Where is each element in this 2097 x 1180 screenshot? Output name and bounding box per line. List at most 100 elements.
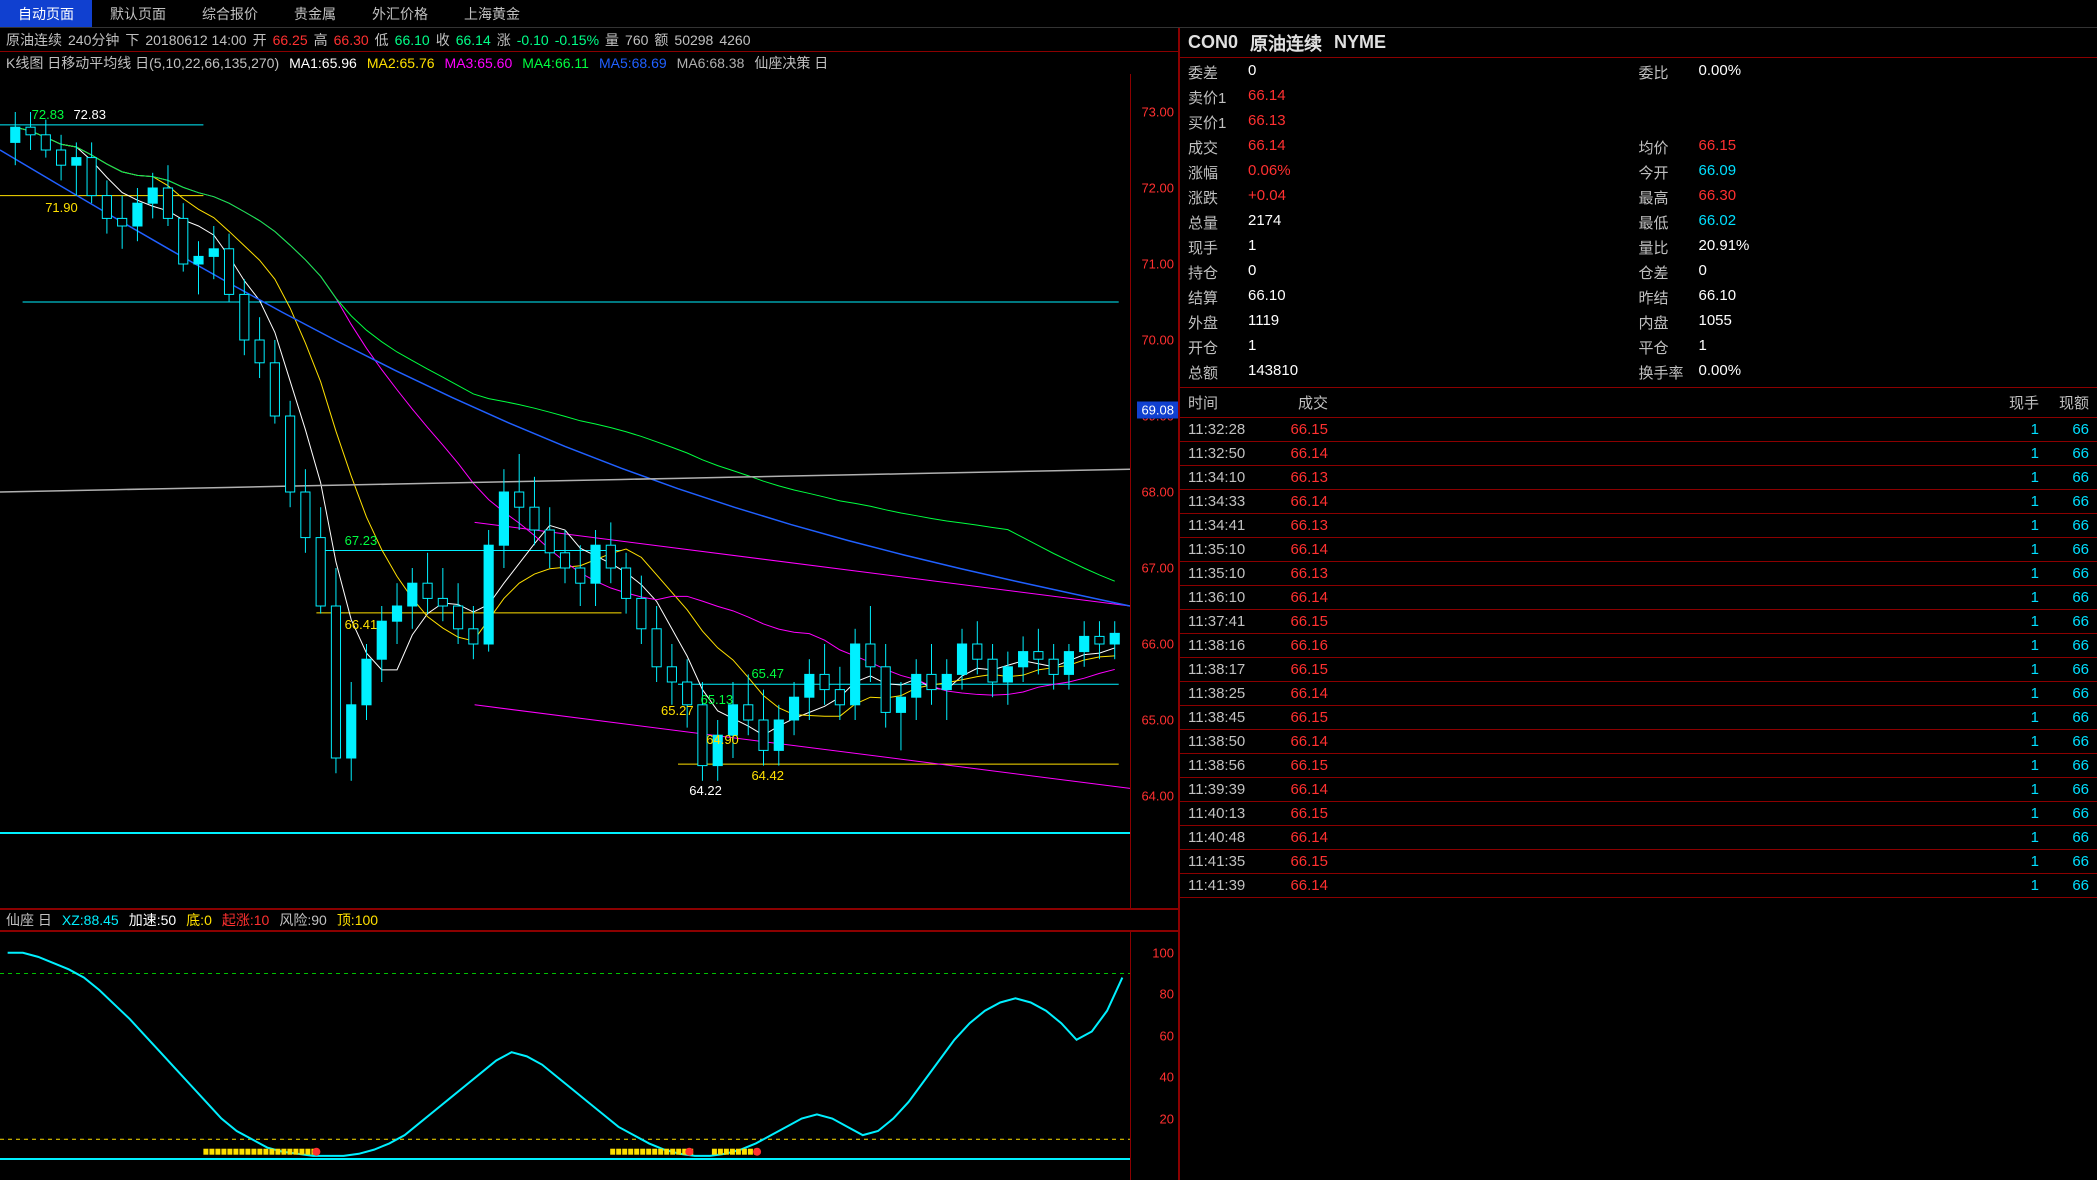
extra-value: 4260 xyxy=(719,32,750,48)
datetime: 20180612 14:00 xyxy=(145,32,246,48)
quote-value: 0.06% xyxy=(1248,162,1639,183)
open-label: 开 xyxy=(253,30,267,50)
quote-value: 66.09 xyxy=(1699,162,2090,183)
tab-2[interactable]: 综合报价 xyxy=(184,0,276,27)
quote-label: 量比 xyxy=(1639,237,1699,258)
tick-row: 11:35:1066.14166 xyxy=(1180,538,2097,562)
quote-label: 卖价1 xyxy=(1188,87,1248,108)
ma6-value: MA6:68.38 xyxy=(677,55,745,71)
amt-label: 额 xyxy=(654,30,668,50)
quote-label: 今开 xyxy=(1639,162,1699,183)
tab-5[interactable]: 上海黄金 xyxy=(446,0,538,27)
quote-value xyxy=(1699,87,2090,108)
quote-value: 1 xyxy=(1699,337,2090,358)
quote-label: 最低 xyxy=(1639,212,1699,233)
quote-label: 总量 xyxy=(1188,212,1248,233)
sub-tick: 60 xyxy=(1160,1028,1174,1043)
sub-chart[interactable] xyxy=(0,932,1130,1180)
ma-extra: 仙座决策 日 xyxy=(754,53,828,73)
ma-indicator-bar: K线图 日移动平均线 日(5,10,22,66,135,270) MA1:65.… xyxy=(0,52,1178,74)
sub-axis: 10080604020 xyxy=(1130,932,1178,1180)
acc-value: 加速:50 xyxy=(129,910,176,930)
tick-row: 11:40:1366.15166 xyxy=(1180,802,2097,826)
symbol-code: CON0 xyxy=(1188,32,1238,53)
tick-row: 11:36:1066.14166 xyxy=(1180,586,2097,610)
close-value: 66.14 xyxy=(456,32,491,48)
symbol-name: 原油连续 xyxy=(6,30,62,50)
high-value: 66.30 xyxy=(334,32,369,48)
main-chart[interactable]: 72.8372.8371.9067.2366.4165.2765.1364.90… xyxy=(0,74,1130,908)
price-tick: 72.00 xyxy=(1141,181,1174,196)
tick-hdr-price: 成交 xyxy=(1268,392,1328,413)
quote-value: 66.10 xyxy=(1248,287,1639,308)
tick-row: 11:34:1066.13166 xyxy=(1180,466,2097,490)
tick-hdr-vol: 现手 xyxy=(1328,392,2039,413)
quote-value: 66.02 xyxy=(1699,212,2090,233)
bottom-value: 底:0 xyxy=(186,910,212,930)
top-tabs: 自动页面默认页面综合报价贵金属外汇价格上海黄金 xyxy=(0,0,2097,28)
quote-label xyxy=(1639,112,1699,133)
tick-row: 11:32:5066.14166 xyxy=(1180,442,2097,466)
tab-4[interactable]: 外汇价格 xyxy=(354,0,446,27)
quote-value xyxy=(1699,112,2090,133)
quote-label: 平仓 xyxy=(1639,337,1699,358)
symbol-full-name: 原油连续 xyxy=(1250,30,1322,56)
close-label: 收 xyxy=(436,30,450,50)
quote-value: 66.14 xyxy=(1248,137,1639,158)
vol-label: 量 xyxy=(605,30,619,50)
quote-value: 1 xyxy=(1248,237,1639,258)
sub-tick: 100 xyxy=(1152,945,1174,960)
price-tick: 65.00 xyxy=(1141,713,1174,728)
ma1-value: MA1:65.96 xyxy=(289,55,357,71)
quote-value: 66.30 xyxy=(1699,187,2090,208)
price-tick: 66.00 xyxy=(1141,637,1174,652)
exchange: NYME xyxy=(1334,32,1386,53)
open-value: 66.25 xyxy=(273,32,308,48)
quote-label: 总额 xyxy=(1188,362,1248,383)
quote-label xyxy=(1639,87,1699,108)
direction: 下 xyxy=(125,30,139,50)
quote-value: 66.10 xyxy=(1699,287,2090,308)
tick-row: 11:38:4566.15166 xyxy=(1180,706,2097,730)
quote-value: 66.15 xyxy=(1699,137,2090,158)
quote-label: 开仓 xyxy=(1188,337,1248,358)
tick-row: 11:38:5066.14166 xyxy=(1180,730,2097,754)
low-value: 66.10 xyxy=(395,32,430,48)
quote-label: 昨结 xyxy=(1639,287,1699,308)
quote-value: 0 xyxy=(1248,262,1639,283)
tab-3[interactable]: 贵金属 xyxy=(276,0,354,27)
tick-row: 11:41:3966.14166 xyxy=(1180,874,2097,898)
low-label: 低 xyxy=(375,30,389,50)
symbol-info-bar: 原油连续 240分钟 下 20180612 14:00 开66.25 高66.3… xyxy=(0,28,1178,52)
quote-value: 66.14 xyxy=(1248,87,1639,108)
price-tick: 73.00 xyxy=(1141,105,1174,120)
quote-label: 内盘 xyxy=(1639,312,1699,333)
ma3-value: MA3:65.60 xyxy=(445,55,513,71)
tab-1[interactable]: 默认页面 xyxy=(92,0,184,27)
quote-value: 2174 xyxy=(1248,212,1639,233)
tick-row: 11:38:2566.14166 xyxy=(1180,682,2097,706)
price-tick: 67.00 xyxy=(1141,561,1174,576)
amt-value: 50298 xyxy=(674,32,713,48)
quote-label: 最高 xyxy=(1639,187,1699,208)
quote-panel: CON0 原油连续 NYME 委差0委比0.00%卖价166.14买价166.1… xyxy=(1180,28,2097,1180)
quote-label: 涨跌 xyxy=(1188,187,1248,208)
quote-label: 委比 xyxy=(1639,62,1699,83)
quote-header: CON0 原油连续 NYME xyxy=(1180,28,2097,58)
sub-tick: 80 xyxy=(1160,987,1174,1002)
price-tick: 68.00 xyxy=(1141,485,1174,500)
quote-value: 0.00% xyxy=(1699,362,2090,383)
quote-label: 均价 xyxy=(1639,137,1699,158)
quote-value: 0 xyxy=(1699,262,2090,283)
sub-indicator-bar: 仙座 日 XZ:88.45 加速:50 底:0 起涨:10 风险:90 顶:10… xyxy=(0,908,1178,930)
chg-value: -0.10 xyxy=(517,32,549,48)
tick-row: 11:39:3966.14166 xyxy=(1180,778,2097,802)
price-tick: 70.00 xyxy=(1141,333,1174,348)
tick-list[interactable]: 11:32:2866.1516611:32:5066.1416611:34:10… xyxy=(1180,418,2097,1180)
tab-0[interactable]: 自动页面 xyxy=(0,0,92,27)
sub-title: 仙座 日 xyxy=(6,910,52,930)
tick-row: 11:34:4166.13166 xyxy=(1180,514,2097,538)
tick-row: 11:41:3566.15166 xyxy=(1180,850,2097,874)
period: 240分钟 xyxy=(68,30,119,50)
quote-label: 换手率 xyxy=(1639,362,1699,383)
